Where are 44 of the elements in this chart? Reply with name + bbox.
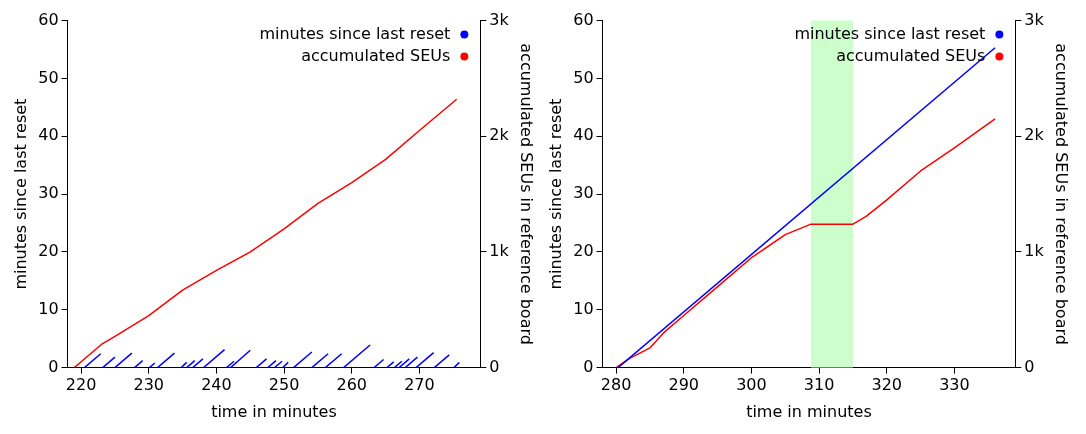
legend-label: accumulated SEUs [836, 45, 986, 65]
legend-label: accumulated SEUs [301, 45, 451, 65]
y2-tick-label: 2k [489, 125, 510, 145]
y2-axis-title: accumulated SEUs in reference board [1052, 43, 1072, 345]
x-tick-label: 270 [404, 375, 435, 395]
y-tick-label: 20 [573, 241, 594, 261]
y-tick-label: 30 [38, 183, 59, 203]
y2-tick-label: 0 [489, 356, 500, 376]
y-tick-label: 30 [573, 183, 594, 203]
y2-tick-label: 0 [1024, 356, 1035, 376]
y-tick-label: 50 [38, 67, 59, 87]
y-axis-title: minutes since last reset [10, 98, 30, 290]
x-tick-label: 250 [268, 375, 300, 395]
x-tick-label: 330 [939, 375, 970, 395]
y-tick-label: 60 [38, 9, 59, 29]
y-tick-label: 10 [573, 298, 594, 318]
y2-tick-label: 1k [489, 241, 510, 261]
x-axis-title: time in minutes [211, 401, 337, 421]
x-tick-label: 260 [336, 375, 368, 395]
x-tick-label: 220 [65, 375, 97, 395]
y-tick-label: 20 [38, 241, 59, 261]
y2-tick-label: 3k [1024, 9, 1045, 29]
y-tick-label: 10 [38, 298, 59, 318]
x-tick-label: 230 [133, 375, 165, 395]
y-tick-label: 0 [583, 356, 594, 376]
y2-axis-title: accumulated SEUs in reference board [517, 43, 537, 345]
y-tick-label: 50 [573, 67, 594, 87]
x-tick-label: 280 [600, 375, 632, 395]
legend-label: minutes since last reset [794, 23, 986, 43]
y2-tick-label: 3k [489, 9, 510, 29]
x-axis-title: time in minutes [746, 401, 872, 421]
y-axis-title: minutes since last reset [545, 98, 565, 290]
x-tick-label: 240 [201, 375, 232, 395]
x-tick-label: 290 [668, 375, 700, 395]
y-tick-label: 0 [48, 356, 59, 376]
legend-label: minutes since last reset [259, 23, 451, 43]
y2-tick-label: 1k [1024, 241, 1045, 261]
x-tick-label: 320 [871, 375, 903, 395]
y2-tick-label: 2k [1024, 125, 1045, 145]
y-tick-label: 60 [573, 9, 594, 29]
x-tick-label: 300 [736, 375, 767, 395]
y-tick-label: 40 [38, 125, 59, 145]
x-tick-label: 310 [803, 375, 835, 395]
y-tick-label: 40 [573, 125, 594, 145]
